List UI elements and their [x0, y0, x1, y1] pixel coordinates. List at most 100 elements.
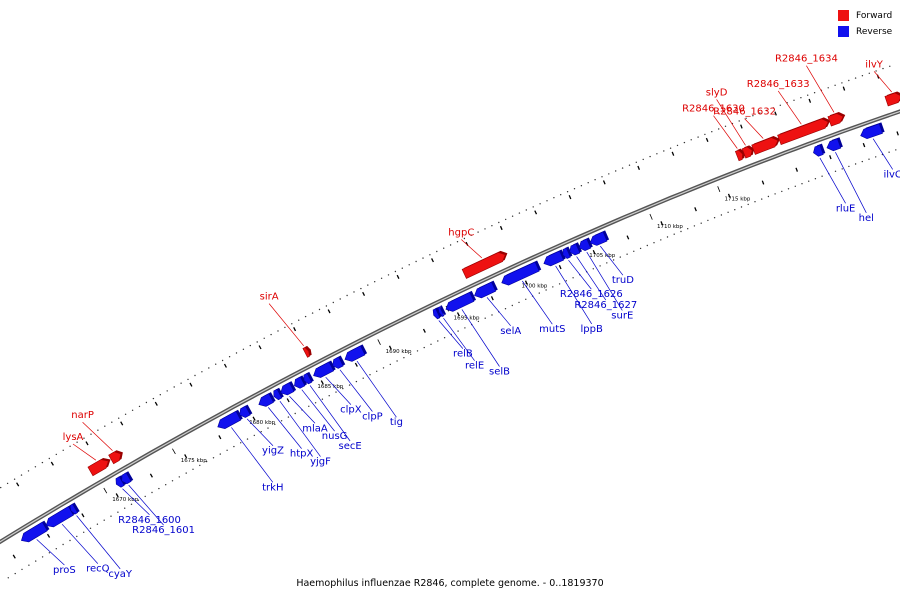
track-dot: [240, 442, 242, 444]
gene-R2846_1601[interactable]: [121, 471, 134, 485]
gene-ilvY[interactable]: [884, 91, 900, 107]
gene-mutS[interactable]: [501, 260, 542, 286]
track-dot: [621, 167, 624, 169]
gene-lppB[interactable]: [543, 249, 566, 267]
leader-line: [486, 297, 511, 327]
scale-tick-label: 1700 kbp: [522, 284, 548, 290]
gene-body: [45, 506, 74, 528]
track-dot: [226, 449, 228, 451]
gene-clpP[interactable]: [332, 355, 346, 369]
gene-cyaY[interactable]: [69, 502, 80, 515]
label-leader-lines: [36, 65, 893, 570]
gene-R2846_1627[interactable]: [569, 242, 582, 256]
track-dot: [228, 356, 231, 358]
gene-rluE[interactable]: [813, 143, 826, 157]
track-dot: [525, 298, 527, 300]
track-tick: [120, 421, 124, 426]
track-dot: [267, 427, 269, 429]
track-dot: [484, 317, 486, 319]
gene-proS[interactable]: [21, 520, 50, 543]
track-dot: [430, 343, 432, 345]
legend-label-forward: Forward: [856, 10, 893, 21]
gene-sirA[interactable]: [302, 345, 312, 358]
gene-hgpC[interactable]: [461, 250, 508, 279]
track-dot: [408, 264, 410, 266]
gene-shadow: [435, 307, 443, 318]
track-dot: [646, 244, 648, 247]
gene-mlaA[interactable]: [280, 381, 297, 396]
scale-tick: [172, 448, 176, 455]
track-dot: [841, 82, 843, 84]
track-dot: [580, 185, 583, 187]
gene-trkH[interactable]: [217, 409, 243, 429]
gene-ilvC[interactable]: [860, 122, 885, 140]
gene-hel[interactable]: [826, 137, 843, 152]
gene-track: [21, 91, 900, 543]
gene-nusG[interactable]: [294, 375, 308, 389]
gene-slyD[interactable]: [741, 145, 755, 159]
scale-track: 1670 kbp 1675 kbp 1680 kbp 1685 kbp 1690 kbp…: [103, 186, 751, 503]
gene-relE[interactable]: [437, 305, 447, 317]
gene-truD[interactable]: [589, 230, 610, 246]
gene-body: [445, 291, 475, 312]
gene-narP[interactable]: [108, 450, 123, 465]
gene-R2846_1632[interactable]: [751, 136, 781, 155]
track-dot: [653, 242, 655, 244]
track-dot: [560, 194, 562, 196]
track-dot: [693, 225, 696, 227]
gene-tig[interactable]: [344, 344, 368, 362]
gene-R2846_1633[interactable]: [777, 117, 831, 145]
track-dot: [242, 348, 245, 350]
gene-secE[interactable]: [303, 371, 314, 385]
track-tick: [189, 382, 193, 387]
track-tick: [829, 155, 832, 160]
track-dot: [342, 387, 344, 390]
gene-body: [115, 476, 125, 488]
track-dot: [389, 363, 391, 366]
track-dot: [841, 168, 843, 170]
gene-htpX[interactable]: [258, 392, 276, 407]
leader-line: [76, 515, 121, 570]
leader-line: [873, 71, 892, 93]
legend-item-reverse[interactable]: Reverse: [838, 25, 892, 38]
track-tick: [602, 180, 606, 185]
track-dot: [192, 468, 194, 470]
track-dot: [443, 247, 445, 249]
track-dot: [55, 453, 57, 456]
gene-yigZ[interactable]: [239, 404, 253, 418]
track-dot: [868, 158, 870, 160]
track-dot: [676, 144, 679, 147]
gene-label: htpX: [290, 449, 314, 460]
track-dot: [27, 470, 30, 472]
track-dot: [765, 109, 768, 112]
track-dot: [854, 163, 857, 165]
leader-line: [82, 421, 113, 451]
gene-label: R2846_1632: [713, 107, 776, 118]
track-dot: [680, 230, 682, 233]
gene-recQ[interactable]: [45, 505, 76, 528]
gene-selB[interactable]: [445, 290, 477, 312]
track-dot: [861, 160, 863, 163]
track-tick: [568, 195, 572, 200]
track-dot: [422, 257, 424, 259]
gene-R2846_1626[interactable]: [562, 246, 573, 259]
dot-track: [0, 65, 897, 579]
gene-R2846_1634[interactable]: [827, 111, 846, 127]
legend-item-forward[interactable]: Forward: [838, 9, 892, 22]
track-dot: [683, 141, 686, 144]
leader-line: [325, 376, 352, 405]
gene-relB[interactable]: [432, 307, 443, 320]
track-tick: [354, 362, 358, 367]
track-dot: [260, 431, 262, 433]
gene-body: [777, 118, 829, 145]
track-dot: [165, 484, 167, 486]
track-dot: [443, 337, 446, 339]
gene-surE[interactable]: [578, 237, 593, 251]
track-dot: [532, 206, 534, 208]
gene-body: [280, 382, 295, 396]
gene-clpX[interactable]: [313, 360, 336, 378]
track-dot: [348, 384, 351, 386]
gene-selA[interactable]: [474, 280, 498, 299]
gene-yjgF[interactable]: [273, 387, 284, 401]
gene-lysA[interactable]: [87, 458, 111, 477]
